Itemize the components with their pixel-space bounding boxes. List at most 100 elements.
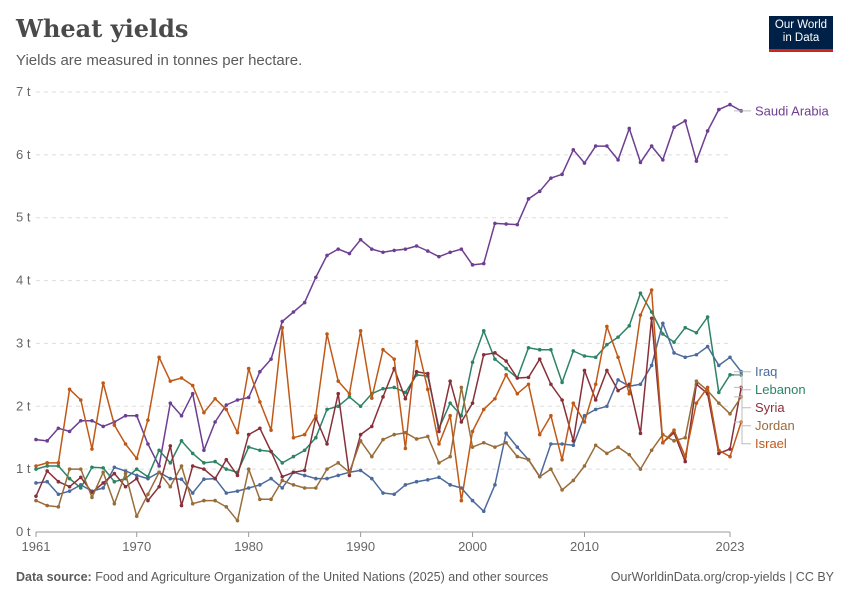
data-point	[549, 347, 553, 352]
data-point	[560, 442, 564, 446]
data-point	[370, 424, 374, 429]
data-point	[694, 330, 699, 335]
data-point	[336, 247, 341, 251]
data-point	[213, 396, 217, 401]
data-point	[213, 476, 217, 481]
x-tick-label: 1970	[122, 539, 151, 554]
x-tick-label: 1961	[22, 539, 51, 554]
data-point	[190, 501, 195, 506]
data-point	[717, 363, 721, 368]
data-point	[493, 351, 497, 355]
data-point	[146, 492, 150, 497]
data-point	[45, 464, 49, 468]
data-point	[672, 351, 676, 355]
data-point	[437, 429, 441, 434]
data-point	[728, 102, 732, 107]
data-point	[571, 148, 576, 152]
data-point	[112, 471, 117, 476]
data-point	[661, 332, 665, 336]
data-point	[157, 484, 161, 489]
data-point	[638, 313, 643, 317]
source-link[interactable]: OurWorldinData.org/crop-yields | CC BY	[610, 570, 834, 584]
data-point	[291, 470, 296, 475]
data-point	[213, 498, 217, 503]
data-point	[425, 387, 430, 392]
data-point	[392, 432, 396, 437]
data-point	[146, 474, 150, 479]
data-point	[347, 473, 352, 478]
data-point	[202, 477, 206, 482]
data-point	[605, 324, 609, 329]
y-axis-ticks: 0 t 1 t 2 t 3 t 4 t 5 t 6 t 7 t	[16, 84, 31, 539]
data-point	[302, 300, 307, 305]
data-point	[549, 382, 553, 387]
data-point	[493, 445, 497, 449]
data-point	[571, 439, 576, 443]
data-point	[302, 486, 307, 490]
data-point	[515, 445, 520, 449]
data-point	[235, 518, 240, 523]
data-point	[414, 437, 419, 441]
data-point	[481, 407, 486, 412]
data-point	[157, 355, 161, 360]
data-point	[168, 444, 173, 448]
data-point	[437, 254, 441, 259]
data-point	[246, 445, 251, 449]
data-point	[269, 357, 273, 361]
data-point	[179, 477, 184, 482]
data-point	[269, 449, 273, 454]
data-point	[67, 489, 72, 493]
series-line-saudi-arabia	[35, 103, 742, 467]
data-point	[246, 366, 251, 371]
data-point	[325, 476, 329, 481]
data-point	[481, 509, 486, 514]
data-point	[504, 373, 508, 377]
data-point	[593, 355, 598, 360]
data-point	[459, 420, 464, 424]
x-axis: 1961 1970 1980 1990 2000 2010 2023	[22, 531, 744, 554]
data-point	[224, 505, 229, 509]
data-point	[481, 261, 486, 266]
data-point	[246, 486, 251, 490]
data-point	[504, 431, 508, 436]
data-point	[549, 467, 553, 471]
data-point	[213, 420, 217, 424]
data-point	[202, 448, 206, 453]
data-point	[246, 467, 251, 471]
legend-jordan-label: Jordan	[755, 418, 795, 433]
data-point	[605, 342, 609, 347]
data-point	[392, 248, 396, 253]
data-point	[593, 144, 598, 148]
data-point	[672, 439, 676, 443]
data-point	[112, 423, 117, 427]
data-point	[224, 491, 229, 495]
data-point	[392, 357, 396, 361]
data-point	[325, 442, 329, 446]
data-point	[728, 454, 732, 459]
data-point	[661, 321, 665, 326]
data-point	[45, 461, 49, 465]
data-point	[78, 418, 83, 423]
data-point	[146, 498, 150, 503]
owid-logo[interactable]: Our World in Data	[769, 16, 833, 52]
data-point	[258, 400, 262, 404]
data-point	[560, 380, 564, 385]
data-point	[179, 464, 184, 468]
data-point	[504, 222, 508, 226]
data-source: Data source: Food and Agriculture Organi…	[16, 570, 548, 584]
data-point	[560, 172, 564, 177]
data-point	[134, 467, 139, 471]
data-point	[627, 391, 632, 396]
logo-line-2: in Data	[782, 32, 820, 44]
legend-israel-label: Israel	[755, 436, 787, 451]
data-point	[45, 439, 49, 443]
data-point	[157, 470, 161, 475]
data-point	[437, 461, 441, 465]
data-point	[56, 479, 61, 484]
data-point	[694, 159, 699, 163]
data-point	[448, 413, 452, 418]
data-point	[560, 457, 564, 462]
data-point	[314, 275, 318, 280]
data-point	[134, 413, 139, 418]
y-tick-label: 4 t	[16, 273, 31, 288]
